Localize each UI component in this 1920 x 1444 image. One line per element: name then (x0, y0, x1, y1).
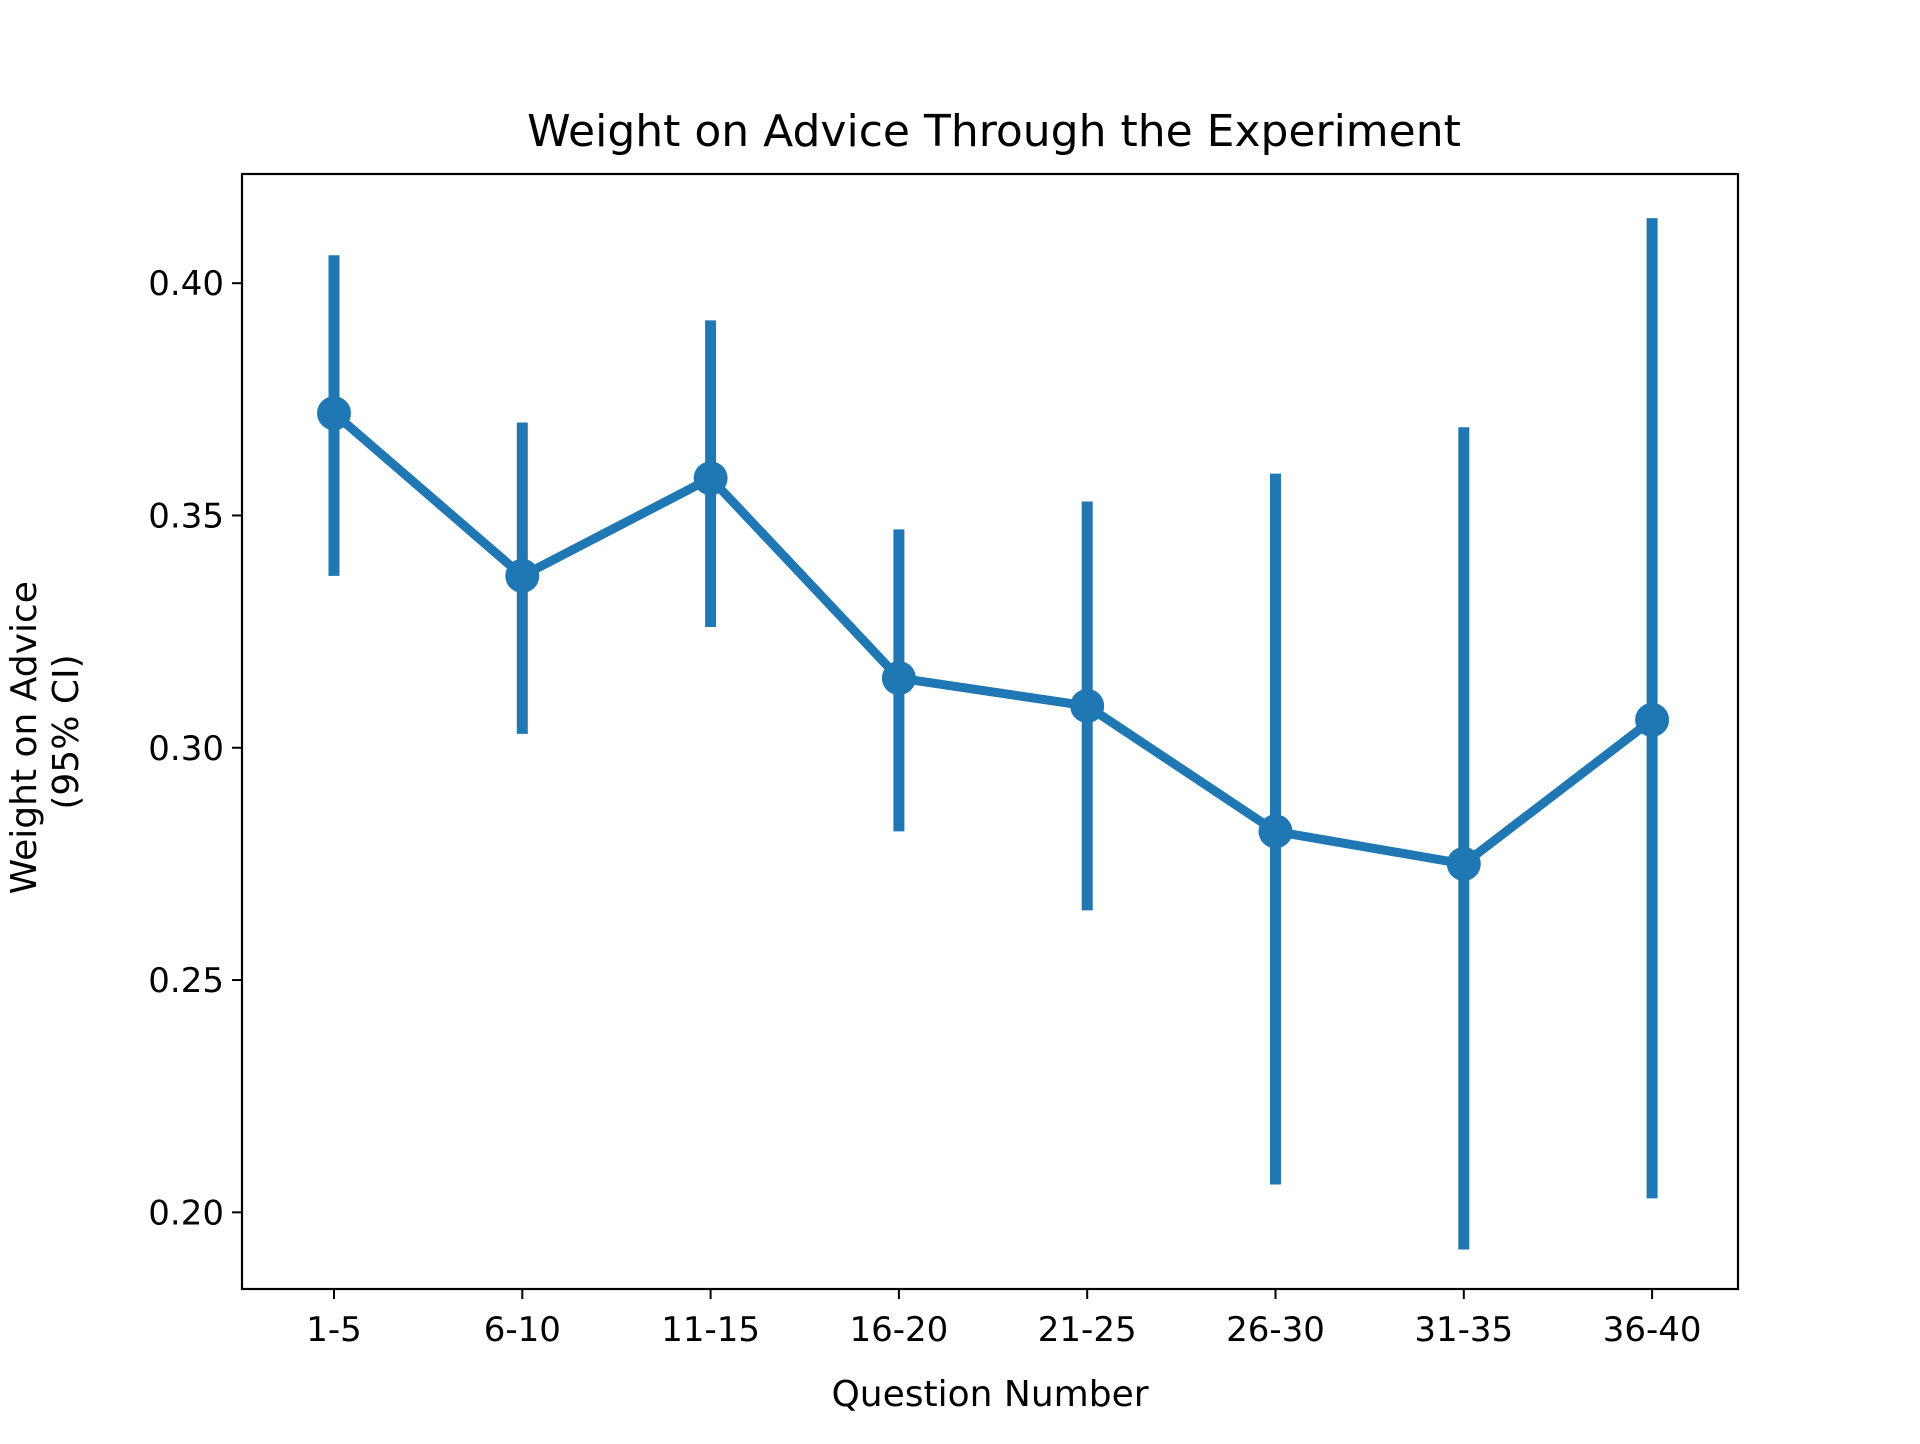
chart-title: Weight on Advice Through the Experiment (527, 106, 1461, 157)
data-point (505, 558, 540, 593)
x-tick-label: 31-35 (1414, 1310, 1513, 1350)
y-axis-label-line-2: (95% CI) (46, 654, 87, 809)
y-tick-label: 0.35 (148, 496, 224, 536)
x-tick-label: 21-25 (1038, 1310, 1137, 1350)
plot-area (317, 218, 1670, 1250)
y-tick-label: 0.30 (148, 729, 224, 769)
x-tick-label: 11-15 (661, 1310, 760, 1350)
x-axis-label: Question Number (831, 1374, 1148, 1415)
data-point (1635, 702, 1670, 737)
y-axis-label-line-1: Weight on Advice (4, 581, 45, 894)
y-axis-label: Weight on Advice (95% CI) (4, 570, 87, 895)
x-tick-label: 16-20 (850, 1310, 949, 1350)
data-point (1258, 814, 1293, 849)
axes-frame (240, 172, 1740, 1291)
data-point (1070, 688, 1105, 723)
x-axis-ticks: 1-5 6-10 11-15 16-20 21-25 26-30 31-35 36-40 (306, 1289, 1701, 1350)
x-tick-label: 1-5 (306, 1310, 362, 1350)
x-tick-label: 36-40 (1603, 1310, 1702, 1350)
x-tick-label: 26-30 (1226, 1310, 1325, 1350)
y-axis-ticks: 0.20 0.25 0.30 0.35 0.40 (148, 264, 242, 1233)
data-point (693, 461, 728, 496)
data-point (317, 396, 351, 431)
y-tick-label: 0.40 (148, 264, 224, 304)
x-tick-label: 6-10 (484, 1310, 561, 1350)
data-point (1446, 846, 1481, 881)
y-tick-label: 0.25 (148, 961, 224, 1001)
series-line (331, 409, 1655, 869)
data-point (881, 661, 916, 696)
y-tick-label: 0.20 (148, 1193, 224, 1233)
